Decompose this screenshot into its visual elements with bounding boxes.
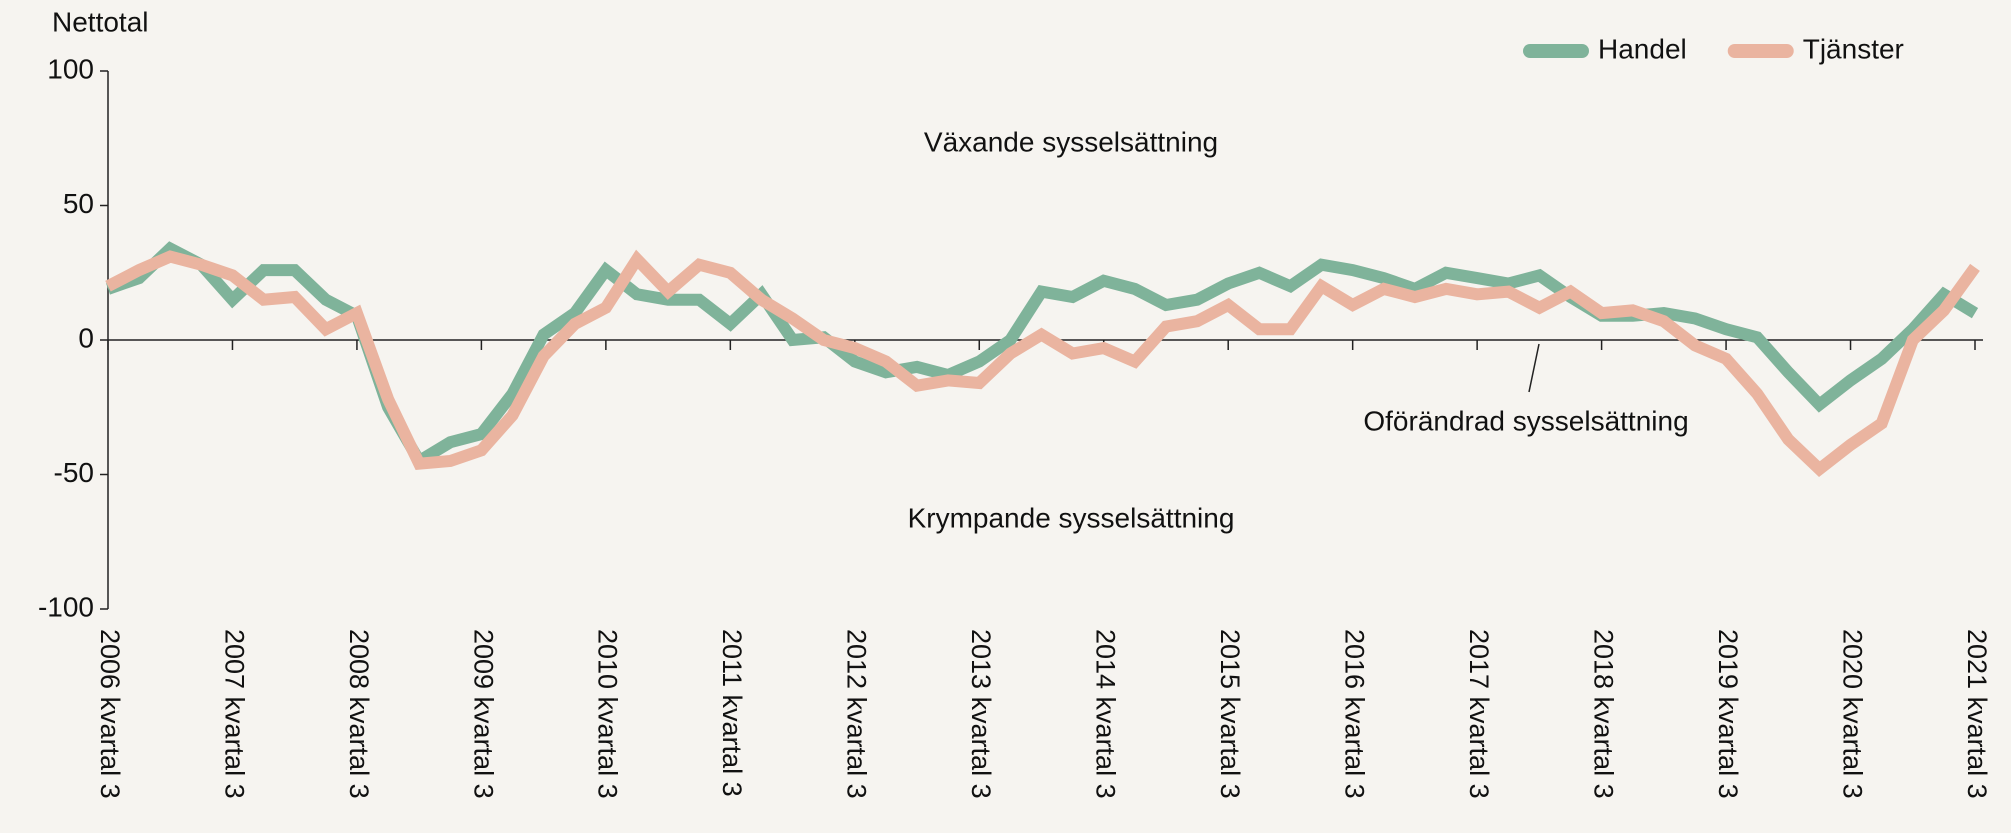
x-tick-label: 2009 kvartal 3 [468, 629, 498, 799]
legend-label: Handel [1598, 33, 1687, 64]
x-tick-label: 2021 kvartal 3 [1962, 629, 1992, 799]
line-series [106, 241, 1979, 470]
x-tick-label: 2020 kvartal 3 [1837, 629, 1867, 799]
x-tick-label: 2014 kvartal 3 [1091, 629, 1121, 799]
y-tick-label: -50 [54, 457, 94, 488]
y-tick-label: 50 [63, 188, 94, 219]
annotation: Oförändrad sysselsättning [1363, 405, 1688, 436]
line-series [105, 249, 1980, 478]
x-tick-label: 2006 kvartal 3 [95, 629, 125, 799]
x-tick-label: 2013 kvartal 3 [966, 629, 996, 799]
x-tick-label: 2016 kvartal 3 [1340, 629, 1370, 799]
annotation: Krympande sysselsättning [908, 502, 1235, 533]
x-tick-label: 2010 kvartal 3 [593, 629, 623, 799]
x-tick-label: 2018 kvartal 3 [1588, 629, 1618, 799]
y-tick-label: 0 [78, 322, 94, 353]
y-tick-label: -100 [38, 591, 94, 622]
x-tick-label: 2008 kvartal 3 [344, 629, 374, 799]
y-tick-label: 100 [47, 53, 94, 84]
x-tick-label: 2017 kvartal 3 [1464, 629, 1494, 799]
y-axis-title: Nettotal [52, 6, 149, 37]
x-tick-label: 2012 kvartal 3 [842, 629, 872, 799]
x-tick-label: 2007 kvartal 3 [219, 629, 249, 799]
annotation-pointer [1528, 343, 1540, 393]
annotation: Växande sysselsättning [924, 126, 1218, 157]
legend-label: Tjänster [1803, 33, 1904, 64]
x-tick-label: 2015 kvartal 3 [1215, 629, 1245, 799]
x-tick-label: 2019 kvartal 3 [1713, 629, 1743, 799]
x-tick-label: 2011 kvartal 3 [717, 629, 747, 797]
